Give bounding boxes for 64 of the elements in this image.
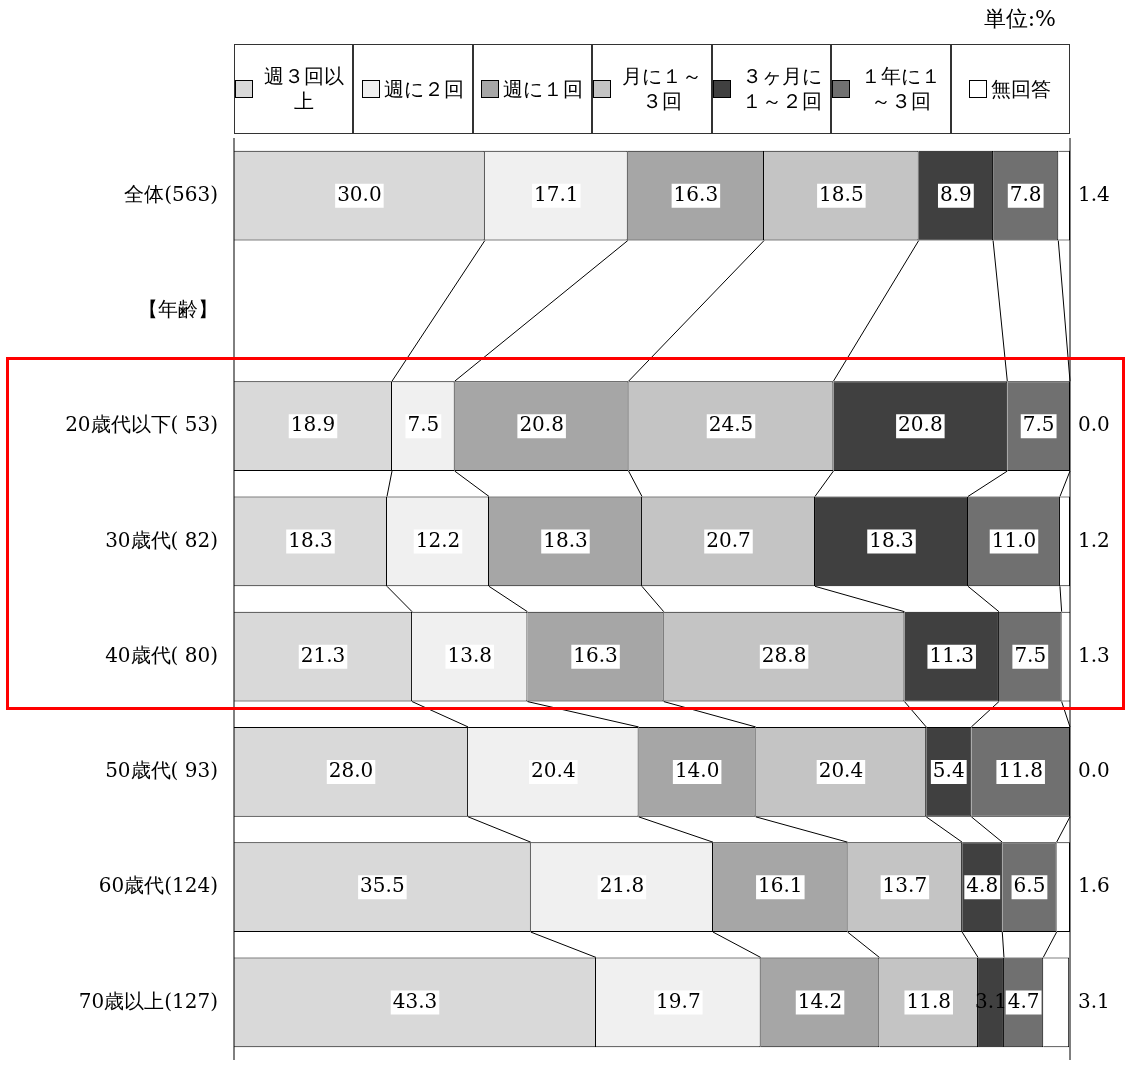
data-label: 12.2 <box>415 527 461 552</box>
data-label: 21.8 <box>599 873 645 898</box>
data-label: 1.2 <box>1078 527 1110 552</box>
legend-label: 月に１～３回 <box>614 64 711 114</box>
data-label: 3.1 <box>1078 988 1110 1013</box>
y-tick-label: 60歳代(124) <box>98 873 218 898</box>
data-label: 19.7 <box>656 988 701 1013</box>
text: 無回答 <box>989 76 1052 102</box>
y-tick-label: 40歳代( 80) <box>105 642 218 667</box>
data-label: 6.5 <box>1013 873 1046 898</box>
text: 週に２回 <box>382 76 465 102</box>
data-label: 18.3 <box>288 527 333 552</box>
data-label: 16.3 <box>673 181 719 206</box>
data-label: 28.0 <box>328 758 374 783</box>
data-label: 13.8 <box>447 642 493 667</box>
data-label: 4.7 <box>1007 988 1040 1013</box>
data-label: 21.3 <box>300 642 346 667</box>
data-label: 1.3 <box>1078 642 1110 667</box>
data-label: 20.4 <box>531 758 576 783</box>
data-label: 13.7 <box>882 873 928 898</box>
data-label: 18.3 <box>869 527 914 552</box>
data-label: 17.1 <box>534 181 579 206</box>
data-label: 18.5 <box>819 181 864 206</box>
legend-label: ３ヶ月に１～２回 <box>733 64 831 114</box>
y-tick-label: 全体(563) <box>124 181 218 206</box>
data-label: 0.0 <box>1078 412 1110 437</box>
data-label: 43.3 <box>392 988 438 1013</box>
data-label: 8.9 <box>939 181 972 206</box>
data-label: 24.5 <box>708 412 754 437</box>
data-label: 16.1 <box>758 873 803 898</box>
data-label: 7.5 <box>1022 412 1055 437</box>
text: 単位:% <box>983 5 1056 33</box>
data-label: 16.3 <box>573 642 618 667</box>
y-tick-label: 50歳代( 93) <box>105 758 218 783</box>
data-label: 1.4 <box>1078 181 1110 206</box>
legend-label: 週３回以上 <box>256 64 353 114</box>
legend-label: 週に１回 <box>502 76 585 102</box>
data-label: 7.5 <box>407 412 440 437</box>
legend-label: １年に１～３回 <box>853 64 950 114</box>
y-tick-label: 30歳代( 82) <box>105 527 218 552</box>
data-label: 5.4 <box>932 758 965 783</box>
data-label: 11.0 <box>991 527 1037 552</box>
data-label: 35.5 <box>360 873 405 898</box>
data-label: 7.5 <box>1014 642 1047 667</box>
data-label: 20.8 <box>898 412 943 437</box>
data-label: 14.0 <box>674 758 720 783</box>
data-label: 11.8 <box>998 758 1043 783</box>
data-label: 0.0 <box>1078 758 1110 783</box>
data-label: 18.3 <box>543 527 588 552</box>
data-label: 28.8 <box>761 642 807 667</box>
y-tick-label: 【年齢】 <box>138 297 218 322</box>
data-label: 20.4 <box>818 758 864 783</box>
data-label: 20.8 <box>519 412 564 437</box>
data-label: 30.0 <box>337 181 382 206</box>
y-tick-label: 70歳以上(127) <box>78 988 218 1013</box>
data-label: 18.9 <box>290 412 336 437</box>
data-label: 14.2 <box>797 988 843 1013</box>
y-tick-label: 20歳代以下( 53) <box>65 412 218 437</box>
data-label: 20.7 <box>706 527 751 552</box>
data-label: 11.8 <box>906 988 951 1013</box>
data-label: 11.3 <box>929 642 974 667</box>
data-label: 7.8 <box>1009 181 1042 206</box>
data-label: 4.8 <box>966 873 999 898</box>
data-label: 1.6 <box>1078 873 1110 898</box>
